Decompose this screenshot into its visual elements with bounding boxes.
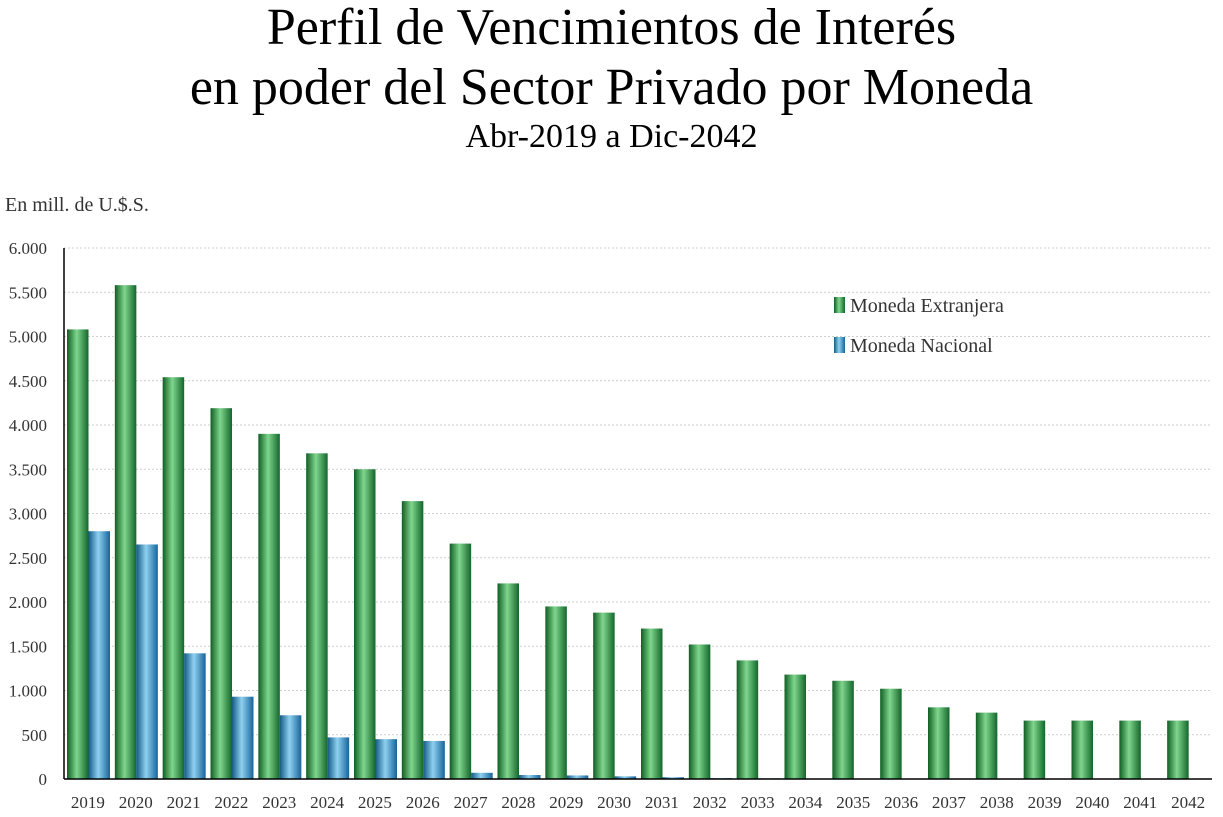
- bar-nacional-2026: [423, 740, 445, 779]
- y-axis-ticks: 0 500 1.000 1.500 2.000 2.500 3.000 3.500 4.000 4…: [9, 239, 47, 789]
- bar-extranjera-2027: [449, 543, 472, 779]
- axes: [63, 248, 1212, 780]
- bar-extranjera-2034: [784, 674, 806, 779]
- x-tick-label: 2025: [358, 793, 392, 812]
- bar-nacional-2023: [279, 715, 302, 779]
- y-tick-label: 2.000: [9, 593, 47, 612]
- y-tick-label: 0: [39, 770, 48, 789]
- bar-extranjera-2028: [497, 583, 519, 779]
- bar-nacional-2019: [88, 531, 110, 779]
- bar-nacional-2022: [232, 696, 254, 779]
- x-tick-label: 2029: [549, 793, 583, 812]
- y-tick-label: 5.500: [9, 283, 47, 302]
- bar-extranjera-2036: [880, 688, 902, 779]
- bar-nacional-2027: [471, 772, 493, 779]
- legend-swatch: [834, 297, 845, 313]
- bar-extranjera-2037: [928, 707, 950, 779]
- x-tick-label: 2019: [71, 793, 105, 812]
- x-tick-label: 2028: [501, 793, 535, 812]
- y-tick-label: 3.000: [9, 505, 47, 524]
- bar-extranjera-2042: [1167, 720, 1189, 779]
- x-tick-label: 2021: [167, 793, 201, 812]
- bar-extranjera-2025: [354, 469, 376, 779]
- x-tick-label: 2032: [693, 793, 727, 812]
- bar-extranjera-2021: [162, 377, 185, 779]
- bar-extranjera-2019: [67, 329, 89, 779]
- x-tick-label: 2034: [788, 793, 823, 812]
- x-tick-label: 2026: [406, 793, 440, 812]
- x-tick-label: 2031: [645, 793, 679, 812]
- bar-extranjera-2023: [258, 433, 280, 779]
- grid-lines: [64, 247, 1212, 736]
- x-tick-label: 2022: [214, 793, 248, 812]
- bar-extranjera-2035: [832, 680, 854, 779]
- legend-swatch: [834, 337, 845, 353]
- bar-nacional-2025: [375, 739, 397, 779]
- x-tick-label: 2030: [597, 793, 631, 812]
- x-tick-label: 2041: [1123, 793, 1157, 812]
- legend-label: Moneda Nacional: [850, 335, 993, 357]
- x-tick-label: 2038: [980, 793, 1014, 812]
- y-tick-label: 1.000: [9, 682, 47, 701]
- bar-nacional-2028: [519, 775, 541, 779]
- bar-nacional-2020: [136, 544, 158, 779]
- bar-extranjera-2030: [593, 612, 615, 779]
- bar-extranjera-2040: [1071, 720, 1093, 779]
- bar-extranjera-2032: [688, 644, 711, 779]
- x-tick-label: 2036: [884, 793, 918, 812]
- x-tick-label: 2037: [932, 793, 967, 812]
- bar-extranjera-2022: [210, 408, 232, 779]
- x-tick-label: 2039: [1028, 793, 1062, 812]
- bar-extranjera-2029: [545, 606, 567, 779]
- bar-extranjera-2020: [114, 285, 137, 779]
- x-tick-label: 2024: [310, 793, 345, 812]
- bar-extranjera-2038: [975, 712, 998, 779]
- bar-extranjera-2033: [736, 660, 759, 779]
- chart-title-line1: Perfil de Vencimientos de Interés: [266, 0, 957, 56]
- y-tick-label: 5.000: [9, 328, 47, 347]
- chart-title-line2: en poder del Sector Privado por Moneda: [189, 59, 1034, 116]
- legend-label: Moneda Extranjera: [850, 295, 1004, 317]
- bar-nacional-2021: [184, 653, 206, 779]
- x-tick-label: 2035: [836, 793, 870, 812]
- bar-nacional-2024: [327, 737, 350, 779]
- x-tick-label: 2023: [262, 793, 296, 812]
- y-tick-label: 4.000: [9, 416, 47, 435]
- x-tick-label: 2020: [119, 793, 153, 812]
- bar-extranjera-2031: [641, 628, 663, 779]
- bar-nacional-2031: [662, 777, 684, 779]
- legend: Moneda Extranjera Moneda Nacional: [834, 295, 1004, 357]
- bar-extranjera-2041: [1119, 720, 1141, 779]
- bar-extranjera-2039: [1023, 720, 1046, 779]
- y-tick-label: 3.500: [9, 460, 47, 479]
- bar-extranjera-2024: [306, 453, 328, 779]
- y-tick-label: 1.500: [9, 637, 47, 656]
- x-tick-label: 2040: [1075, 793, 1109, 812]
- y-tick-label: 500: [22, 726, 48, 745]
- y-tick-label: 2.500: [9, 549, 47, 568]
- x-tick-label: 2033: [741, 793, 775, 812]
- chart-subtitle: Abr-2019 a Dic-2042: [465, 118, 758, 155]
- x-axis-ticks: 2019 2020 2021 2022 2023 2024 2025 2026 2027 2028…: [71, 793, 1205, 812]
- y-tick-label: 4.500: [9, 372, 47, 391]
- x-tick-label: 2027: [454, 793, 489, 812]
- bars: [67, 285, 1189, 779]
- bar-nacional-2030: [614, 776, 637, 779]
- y-axis-unit-label: En mill. de U.$.S.: [5, 194, 149, 216]
- bar-nacional-2029: [566, 775, 589, 779]
- y-tick-label: 6.000: [9, 239, 47, 258]
- bar-extranjera-2026: [401, 501, 424, 779]
- x-tick-label: 2042: [1171, 793, 1205, 812]
